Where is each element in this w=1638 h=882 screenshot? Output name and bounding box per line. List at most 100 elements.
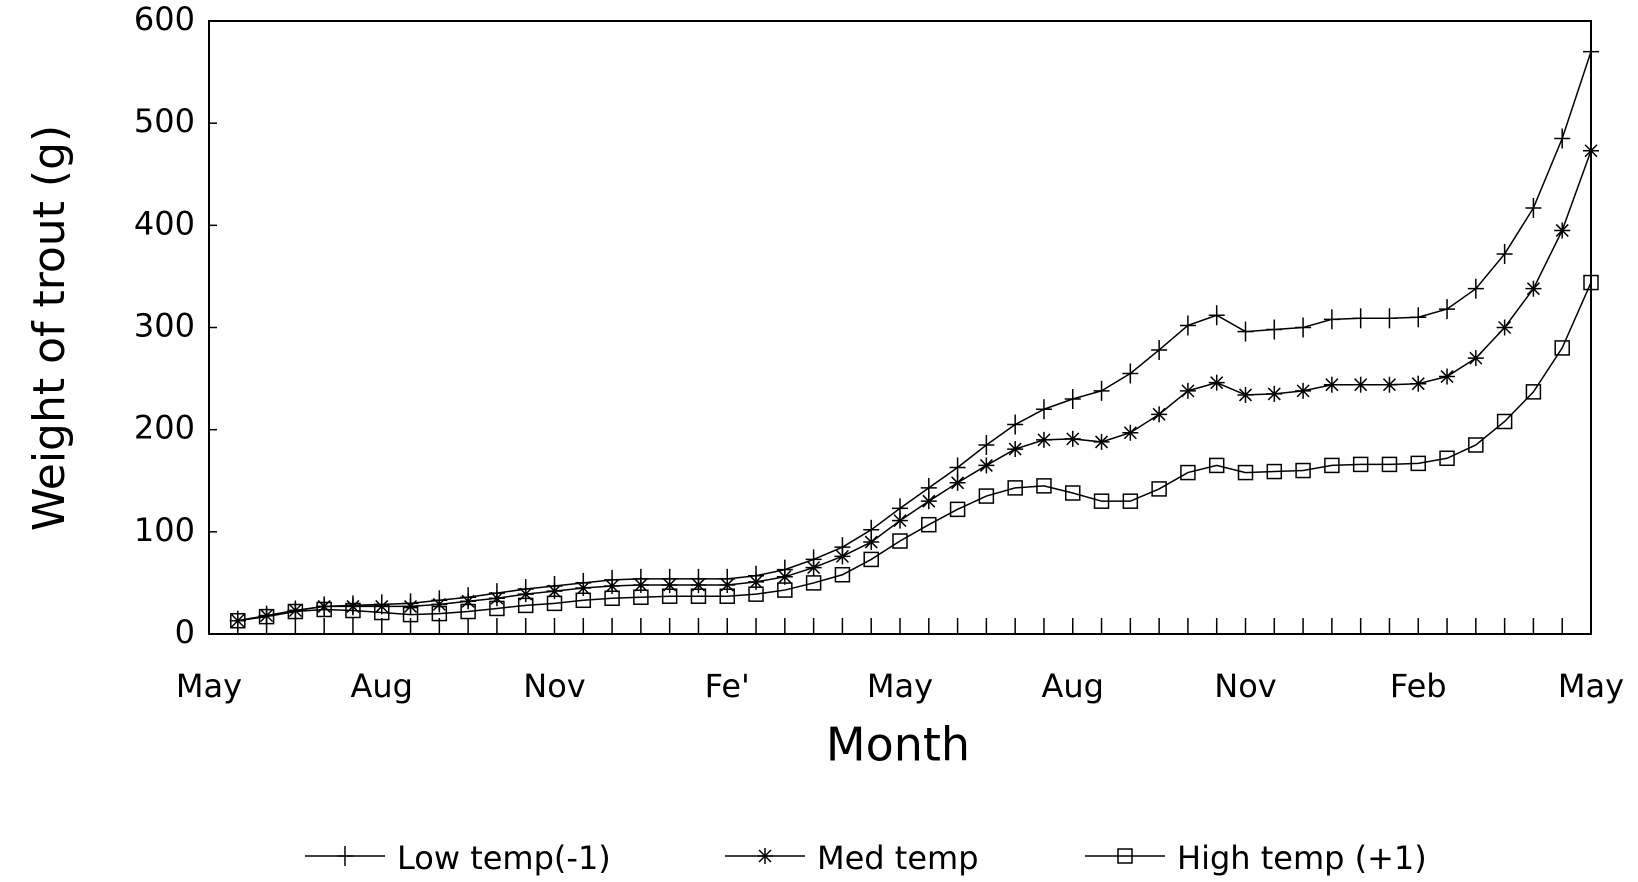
marker	[1583, 142, 1599, 159]
marker	[1467, 350, 1484, 367]
marker	[1410, 307, 1427, 328]
legend-label: Low temp(-1)	[397, 839, 611, 877]
marker	[373, 598, 390, 615]
marker	[978, 434, 995, 455]
y-tick-label: 0	[175, 613, 195, 651]
marker	[402, 606, 419, 623]
marker	[1352, 456, 1369, 473]
marker-stroke	[1181, 384, 1195, 398]
marker-stroke	[605, 579, 619, 593]
marker-square	[777, 582, 793, 598]
y-tick-label: 300	[134, 307, 195, 345]
marker-stroke	[1123, 426, 1137, 440]
marker-square	[661, 588, 678, 604]
marker-square	[949, 501, 966, 518]
marker	[1180, 464, 1196, 481]
marker-square	[546, 595, 563, 612]
marker-square	[374, 604, 390, 621]
marker-square	[1036, 478, 1052, 494]
marker-square	[1324, 457, 1340, 474]
marker	[488, 590, 505, 607]
marker-stroke	[1238, 388, 1253, 402]
marker-square	[1266, 463, 1283, 480]
marker	[316, 598, 333, 615]
marker	[489, 600, 505, 617]
marker-square	[834, 566, 851, 583]
marker-square	[805, 575, 822, 591]
marker	[1496, 413, 1513, 430]
marker-stroke	[260, 609, 274, 623]
x-tick-label: Aug	[1042, 667, 1104, 705]
marker-stroke	[432, 597, 446, 611]
marker	[1381, 456, 1398, 473]
marker	[344, 598, 361, 615]
x-tick-label: Nov	[1214, 667, 1276, 705]
marker	[978, 488, 995, 504]
marker-square	[1525, 384, 1542, 400]
x-tick-label: Nov	[523, 667, 585, 705]
y-tick-label: 200	[134, 409, 195, 447]
marker	[1381, 308, 1398, 329]
marker	[575, 592, 592, 609]
marker-square	[345, 602, 361, 619]
x-tick-label: Aug	[351, 667, 413, 705]
marker	[1554, 340, 1570, 356]
marker	[1122, 424, 1139, 441]
marker	[1237, 464, 1254, 481]
marker	[1554, 222, 1571, 239]
marker-square	[1410, 455, 1426, 472]
marker	[1410, 375, 1427, 392]
marker-stroke	[461, 594, 475, 608]
marker-stroke	[1008, 442, 1022, 456]
marker	[1122, 493, 1139, 509]
marker-square	[230, 612, 246, 629]
marker-square	[1093, 493, 1110, 509]
marker-square	[1237, 464, 1254, 481]
marker	[1525, 280, 1542, 297]
marker-square	[978, 488, 995, 504]
marker	[1151, 339, 1168, 360]
marker	[1122, 363, 1139, 384]
marker	[1323, 309, 1340, 330]
marker-stroke	[375, 599, 389, 613]
marker	[1151, 481, 1167, 497]
marker	[633, 589, 649, 605]
marker-stroke	[1066, 432, 1080, 446]
x-tick-label: May	[867, 667, 933, 705]
marker-square	[1295, 462, 1311, 479]
marker	[230, 612, 246, 629]
marker-stroke	[1498, 320, 1512, 335]
marker	[1266, 385, 1283, 402]
marker	[1554, 128, 1571, 149]
marker-stroke	[893, 514, 907, 528]
plot-frame	[208, 20, 1592, 635]
marker	[337, 846, 353, 866]
marker-square	[1180, 464, 1196, 481]
marker-stroke	[1152, 407, 1166, 421]
marker	[1323, 376, 1340, 393]
marker	[1266, 463, 1283, 480]
marker	[690, 576, 707, 593]
marker	[431, 596, 448, 613]
marker	[1007, 414, 1024, 435]
marker-square	[1439, 450, 1455, 467]
marker-stroke	[1469, 351, 1483, 365]
marker-square	[863, 551, 879, 568]
x-tick-label: May	[176, 667, 242, 705]
marker	[1151, 406, 1168, 423]
marker	[834, 548, 851, 565]
marker-stroke	[490, 591, 504, 605]
x-axis-label: Month	[826, 718, 970, 772]
marker-square	[287, 603, 304, 620]
legend-item: Med temp	[725, 839, 979, 877]
marker	[661, 576, 678, 593]
series-line	[237, 282, 1592, 622]
marker	[1468, 437, 1484, 453]
marker	[402, 598, 419, 615]
y-tick-label: 100	[134, 511, 195, 549]
marker	[719, 588, 735, 604]
marker-stroke	[1440, 370, 1454, 384]
y-tick-label: 400	[134, 204, 195, 242]
marker-stroke	[1555, 223, 1569, 237]
marker	[1381, 376, 1398, 393]
